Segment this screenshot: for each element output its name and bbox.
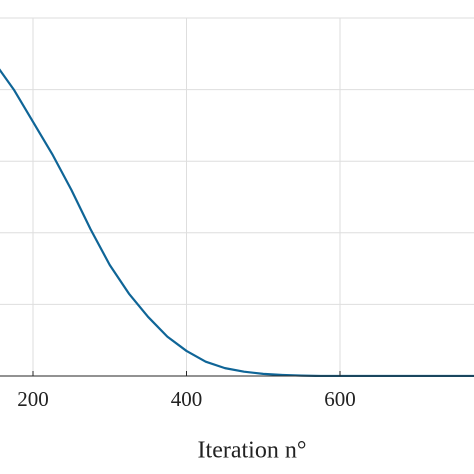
plot-area	[0, 68, 474, 377]
grid	[0, 17, 474, 377]
x-tick-label: 200	[17, 387, 49, 411]
data-line	[0, 68, 474, 377]
x-tick-label: 400	[171, 387, 203, 411]
x-tick-label: 600	[324, 387, 356, 411]
x-axis-label: Iteration n°	[198, 438, 307, 464]
axes: 00.20.40.60.810200400600800	[0, 371, 474, 411]
